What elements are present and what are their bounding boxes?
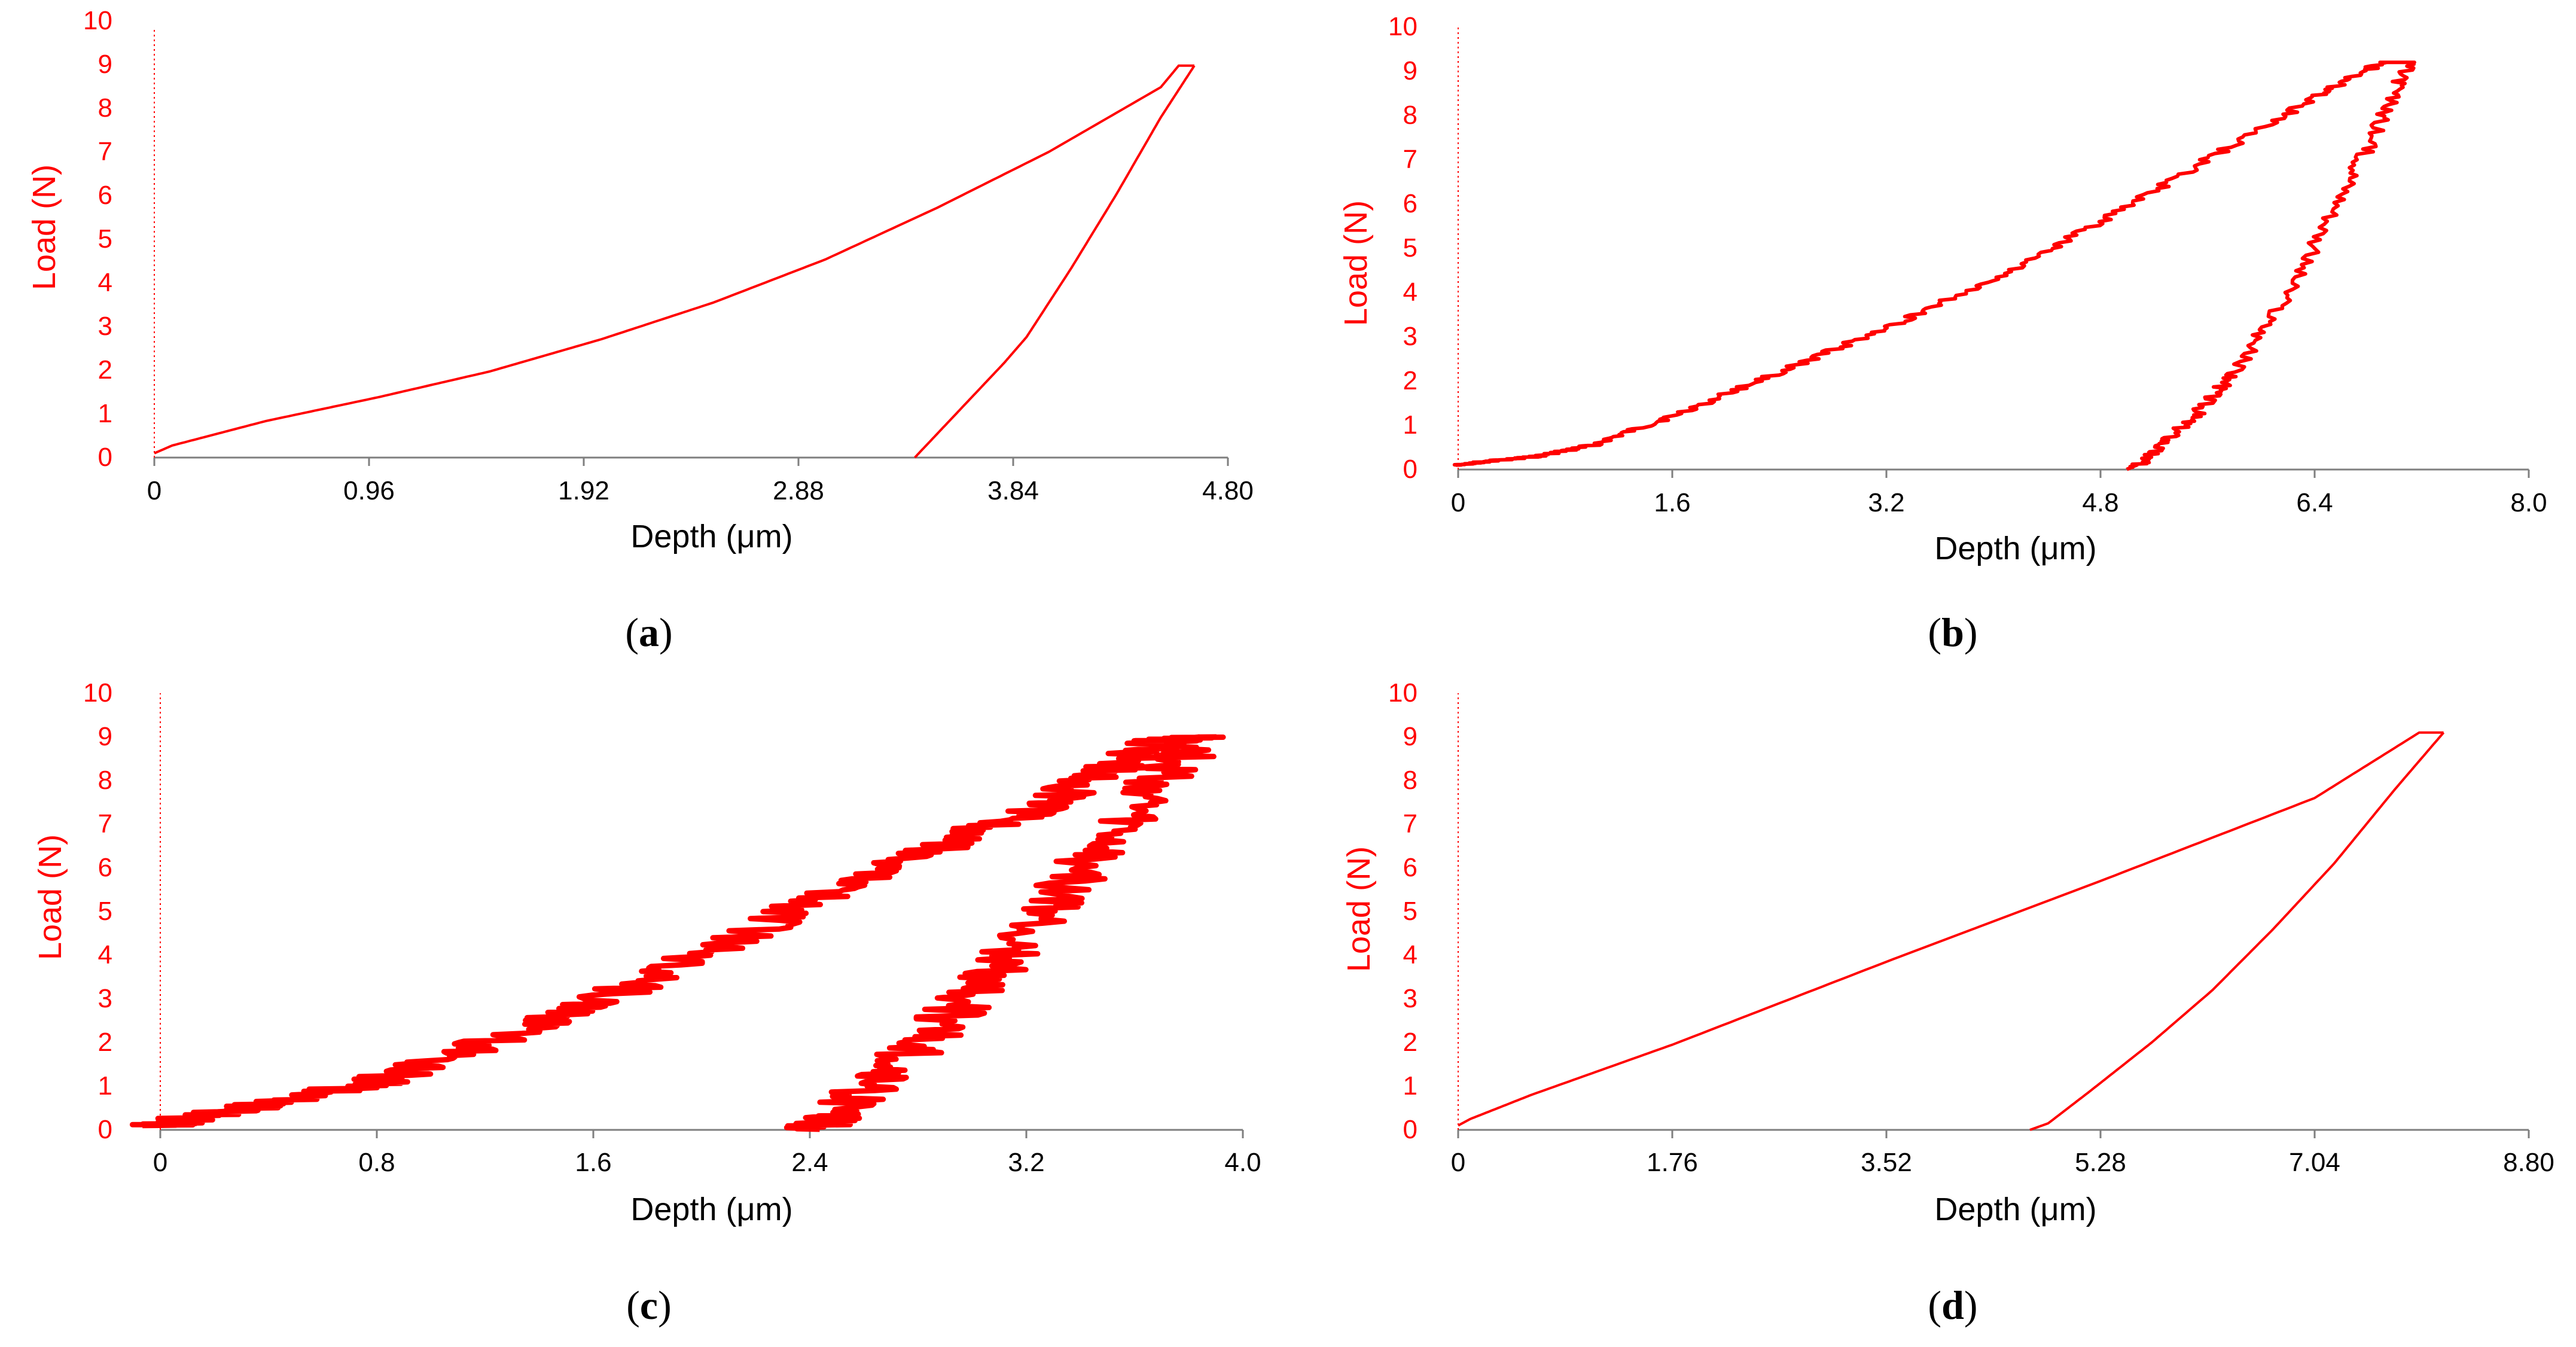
y-axis-label-b: Load (N)	[1338, 200, 1374, 326]
y-tick-label-a-0: 0	[98, 443, 112, 472]
y-tick-label-b-2: 2	[1403, 366, 1417, 395]
curve-unloading-a	[914, 65, 1196, 459]
x-axis-label-d: Depth (μm)	[1934, 1191, 2096, 1227]
y-tick-label-a-5: 5	[98, 224, 112, 254]
x-tick-label-c-3: 2.4	[791, 1148, 828, 1177]
y-tick-label-b-5: 5	[1403, 233, 1417, 263]
y-tick-label-a-9: 9	[98, 50, 112, 79]
x-tick-label-a-1: 0.96	[343, 476, 395, 505]
panel-c: Load (N) 0 1 2 3 4 5 6 7 8 9 10 0 0.8 1.…	[32, 678, 1261, 1328]
curve-unloading-b	[2126, 60, 2416, 471]
y-tick-label-c-5: 5	[98, 897, 112, 926]
y-axis-label-d: Load (N)	[1341, 846, 1377, 972]
y-tick-label-b-4: 4	[1403, 278, 1417, 307]
panel-a: Load (N) 0 1 2 3 4 5 6 7 8 9 10 0 0.96 1…	[26, 6, 1254, 655]
y-tick-label-a-7: 7	[98, 137, 112, 166]
y-tick-label-b-9: 9	[1403, 56, 1417, 86]
caption-c: (c)	[626, 1282, 672, 1328]
y-tick-label-c-2: 2	[98, 1028, 112, 1057]
y-tick-label-d-6: 6	[1403, 853, 1417, 882]
x-tick-label-b-3: 4.8	[2082, 488, 2118, 517]
x-tick-label-a-0: 0	[147, 476, 161, 505]
x-tick-label-a-3: 2.88	[773, 476, 824, 505]
curve-loading-b	[1452, 60, 2416, 467]
x-tick-label-a-5: 4.80	[1202, 476, 1254, 505]
y-tick-label-c-0: 0	[98, 1115, 112, 1144]
x-tick-label-c-2: 1.6	[575, 1148, 611, 1177]
x-axis-label-c: Depth (μm)	[630, 1191, 792, 1227]
y-tick-label-c-9: 9	[98, 722, 112, 751]
caption-b: (b)	[1928, 609, 1977, 655]
x-tick-label-d-2: 3.52	[1861, 1148, 1912, 1177]
y-tick-label-b-8: 8	[1403, 100, 1417, 130]
y-tick-label-d-8: 8	[1403, 766, 1417, 795]
x-tick-label-d-5: 8.80	[2503, 1148, 2554, 1177]
y-tick-label-d-4: 4	[1403, 940, 1417, 970]
y-tick-label-a-6: 6	[98, 181, 112, 210]
x-tick-label-b-0: 0	[1451, 488, 1465, 517]
x-tick-label-c-0: 0	[153, 1148, 167, 1177]
panel-d: Load (N) 0 1 2 3 4 5 6 7 8 9 10 0 1.76 3…	[1341, 678, 2554, 1328]
caption-letter-a: a	[639, 609, 659, 655]
y-tick-label-a-2: 2	[98, 355, 112, 385]
x-tick-label-d-3: 5.28	[2075, 1148, 2126, 1177]
y-tick-label-b-1: 1	[1403, 410, 1417, 440]
x-axis-label-b: Depth (μm)	[1934, 531, 2096, 566]
y-tick-label-a-10: 10	[83, 6, 112, 35]
curve-unloading-d	[2029, 732, 2445, 1131]
x-tick-label-c-5: 4.0	[1224, 1148, 1261, 1177]
y-tick-label-c-6: 6	[98, 853, 112, 882]
x-tick-label-b-2: 3.2	[1868, 488, 1904, 517]
caption-a: (a)	[625, 609, 672, 655]
y-tick-label-d-7: 7	[1403, 809, 1417, 839]
caption-letter-c: c	[640, 1282, 658, 1328]
y-axis-label-c: Load (N)	[32, 834, 68, 960]
y-tick-label-d-9: 9	[1403, 722, 1417, 751]
y-tick-label-c-1: 1	[98, 1071, 112, 1101]
caption-letter-b: b	[1941, 609, 1964, 655]
y-tick-label-a-4: 4	[98, 268, 112, 297]
y-tick-label-c-7: 7	[98, 809, 112, 839]
x-tick-label-a-4: 3.84	[987, 476, 1039, 505]
curve-loading-c	[129, 734, 1226, 1129]
x-tick-label-d-1: 1.76	[1647, 1148, 1698, 1177]
y-tick-label-c-8: 8	[98, 766, 112, 795]
panel-b: Load (N) 0 1 2 3 4 5 6 7 8 9 10 0 1.6 3.…	[1338, 12, 2547, 655]
curve-loading-a	[154, 64, 1195, 455]
curve-unloading-c	[784, 734, 1217, 1132]
y-tick-label-d-3: 3	[1403, 984, 1417, 1013]
x-tick-label-b-4: 6.4	[2296, 488, 2333, 517]
y-tick-label-b-0: 0	[1403, 455, 1417, 484]
y-tick-label-c-10: 10	[83, 678, 112, 708]
caption-letter-d: d	[1941, 1282, 1964, 1328]
y-tick-label-d-5: 5	[1403, 897, 1417, 926]
y-tick-label-b-3: 3	[1403, 322, 1417, 351]
x-tick-label-b-1: 1.6	[1654, 488, 1690, 517]
caption-d: (d)	[1928, 1282, 1977, 1328]
curve-loading-d	[1457, 731, 2444, 1127]
x-tick-label-c-4: 3.2	[1008, 1148, 1044, 1177]
y-tick-label-c-3: 3	[98, 984, 112, 1013]
y-tick-label-b-10: 10	[1388, 12, 1417, 41]
x-tick-label-b-5: 8.0	[2510, 488, 2547, 517]
x-tick-label-d-0: 0	[1451, 1148, 1465, 1177]
y-axis-label-a: Load (N)	[26, 164, 62, 290]
plot-layer	[129, 27, 2530, 1138]
y-tick-label-a-1: 1	[98, 399, 112, 428]
x-axis-label-a: Depth (μm)	[630, 519, 792, 554]
y-tick-label-c-4: 4	[98, 940, 112, 970]
y-tick-label-d-1: 1	[1403, 1071, 1417, 1101]
x-tick-label-d-4: 7.04	[2289, 1148, 2340, 1177]
y-tick-label-a-3: 3	[98, 312, 112, 341]
y-tick-label-d-2: 2	[1403, 1028, 1417, 1057]
y-tick-label-d-10: 10	[1388, 678, 1417, 708]
x-tick-label-c-1: 0.8	[358, 1148, 395, 1177]
x-tick-label-a-2: 1.92	[558, 476, 609, 505]
y-tick-label-b-6: 6	[1403, 189, 1417, 218]
y-tick-label-d-0: 0	[1403, 1115, 1417, 1144]
y-tick-label-a-8: 8	[98, 93, 112, 123]
y-tick-label-b-7: 7	[1403, 145, 1417, 174]
